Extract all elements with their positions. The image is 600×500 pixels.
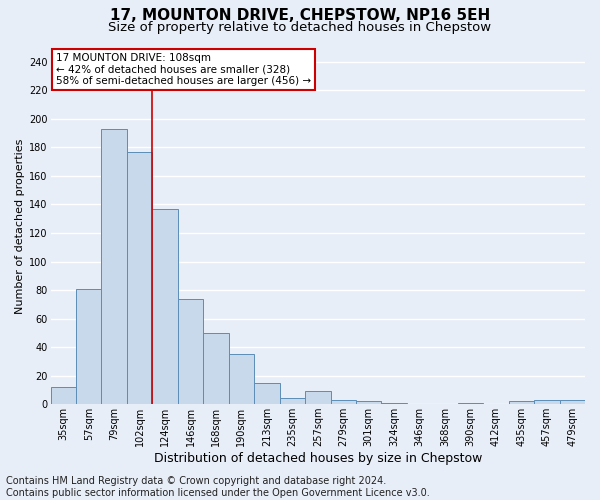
Bar bbox=[101, 129, 127, 404]
Bar bbox=[382, 402, 407, 404]
Bar bbox=[560, 400, 585, 404]
X-axis label: Distribution of detached houses by size in Chepstow: Distribution of detached houses by size … bbox=[154, 452, 482, 465]
Bar bbox=[50, 387, 76, 404]
Text: 17, MOUNTON DRIVE, CHEPSTOW, NP16 5EH: 17, MOUNTON DRIVE, CHEPSTOW, NP16 5EH bbox=[110, 8, 490, 22]
Text: 17 MOUNTON DRIVE: 108sqm
← 42% of detached houses are smaller (328)
58% of semi-: 17 MOUNTON DRIVE: 108sqm ← 42% of detach… bbox=[56, 53, 311, 86]
Bar bbox=[127, 152, 152, 404]
Text: Size of property relative to detached houses in Chepstow: Size of property relative to detached ho… bbox=[109, 21, 491, 34]
Bar bbox=[305, 392, 331, 404]
Y-axis label: Number of detached properties: Number of detached properties bbox=[15, 138, 25, 314]
Bar bbox=[76, 288, 101, 404]
Bar bbox=[331, 400, 356, 404]
Bar bbox=[152, 208, 178, 404]
Bar bbox=[203, 333, 229, 404]
Bar bbox=[509, 402, 534, 404]
Bar bbox=[178, 298, 203, 404]
Bar bbox=[254, 383, 280, 404]
Bar bbox=[356, 402, 382, 404]
Bar bbox=[458, 402, 483, 404]
Bar bbox=[229, 354, 254, 404]
Text: Contains HM Land Registry data © Crown copyright and database right 2024.
Contai: Contains HM Land Registry data © Crown c… bbox=[6, 476, 430, 498]
Bar bbox=[534, 400, 560, 404]
Bar bbox=[280, 398, 305, 404]
